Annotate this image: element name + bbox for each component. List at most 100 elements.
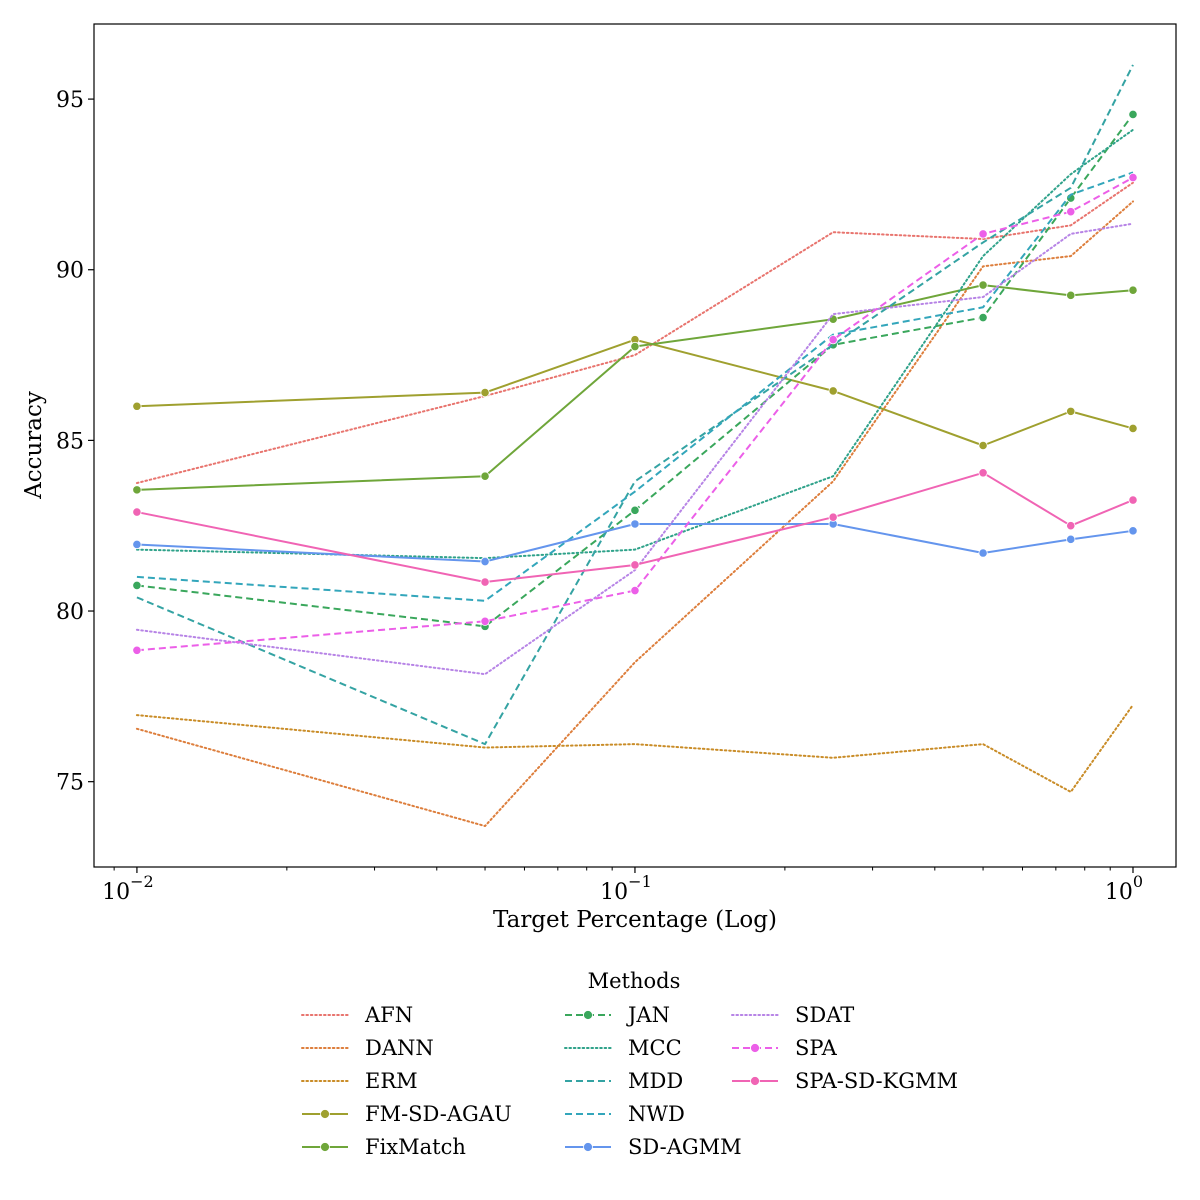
data-point-sd-agmm bbox=[132, 539, 142, 550]
data-point-fm-sd-agau bbox=[1128, 423, 1138, 434]
data-point-fixmatch bbox=[132, 485, 142, 495]
data-point-jan bbox=[1128, 109, 1138, 120]
series-line-erm bbox=[135, 703, 1134, 793]
data-point-spa-sd-kgmm bbox=[828, 512, 838, 522]
legend-item-jan: JAN bbox=[565, 1003, 670, 1027]
data-point-spa bbox=[630, 585, 640, 596]
legend-marker bbox=[750, 1043, 760, 1053]
data-point-fm-sd-agau bbox=[978, 440, 988, 451]
data-point-spa-sd-kgmm bbox=[978, 468, 988, 478]
data-point-spa-sd-kgmm bbox=[132, 507, 142, 517]
legend-item-spa-sd-kgmm: SPA-SD-KGMM bbox=[732, 1069, 958, 1093]
y-tick-label: 90 bbox=[56, 259, 84, 284]
series-erm bbox=[135, 703, 1134, 793]
legend-label: FM-SD-AGAU bbox=[365, 1102, 512, 1126]
series-line-afn bbox=[135, 181, 1134, 485]
legend-marker bbox=[320, 1109, 330, 1119]
legend-label: MDD bbox=[628, 1069, 683, 1093]
series-nwd bbox=[136, 171, 1134, 602]
x-tick-label: 100 bbox=[1105, 872, 1143, 905]
data-point-spa bbox=[480, 616, 490, 626]
series-sdat bbox=[135, 222, 1134, 676]
legend-label: SPA bbox=[795, 1036, 838, 1060]
data-point-spa-sd-kgmm bbox=[480, 577, 490, 587]
data-point-spa bbox=[1066, 207, 1076, 217]
series-line-nwd bbox=[136, 171, 1134, 602]
series-fixmatch bbox=[132, 280, 1138, 495]
data-point-sd-agmm bbox=[1128, 526, 1138, 536]
y-axis-label: Accuracy bbox=[21, 391, 47, 500]
series-sd-agmm bbox=[132, 519, 1138, 567]
legend-marker bbox=[583, 1142, 593, 1152]
legend-item-nwd: NWD bbox=[565, 1102, 685, 1126]
legend-item-dann: DANN bbox=[301, 1036, 434, 1060]
data-point-sd-agmm bbox=[978, 548, 988, 558]
data-point-sd-agmm bbox=[480, 556, 490, 567]
data-point-spa-sd-kgmm bbox=[630, 560, 640, 570]
series-layer bbox=[132, 64, 1138, 828]
y-tick-label: 75 bbox=[56, 771, 84, 796]
data-point-fixmatch bbox=[1128, 285, 1138, 295]
data-point-fixmatch bbox=[978, 280, 988, 290]
data-point-spa bbox=[132, 645, 142, 655]
legend-item-fm-sd-agau: FM-SD-AGAU bbox=[302, 1102, 512, 1126]
x-tick-exponent: −2 bbox=[130, 872, 154, 891]
series-line-mdd bbox=[136, 64, 1134, 746]
x-tick-label: 10−1 bbox=[600, 872, 652, 905]
data-point-spa bbox=[1128, 172, 1138, 183]
legend-item-mdd: MDD bbox=[565, 1069, 683, 1093]
y-tick-label: 80 bbox=[56, 600, 84, 625]
plot-frame bbox=[93, 23, 1177, 868]
legend-item-erm: ERM bbox=[301, 1069, 418, 1093]
series-fm-sd-agau bbox=[132, 335, 1138, 451]
data-point-jan bbox=[630, 505, 640, 515]
series-spa bbox=[132, 172, 1138, 655]
x-tick-label: 10−2 bbox=[102, 872, 154, 905]
x-tick-exponent: −1 bbox=[628, 872, 652, 891]
x-tick-base: 10 bbox=[102, 880, 130, 905]
series-afn bbox=[135, 181, 1134, 485]
data-point-fm-sd-agau bbox=[828, 386, 838, 396]
series-line-sdat bbox=[135, 222, 1134, 676]
data-point-fixmatch bbox=[630, 341, 640, 352]
series-line-spa bbox=[136, 176, 1134, 652]
data-point-spa-sd-kgmm bbox=[1128, 495, 1138, 505]
y-tick-label: 95 bbox=[56, 88, 84, 113]
data-point-spa bbox=[978, 229, 988, 239]
series-mdd bbox=[136, 64, 1134, 746]
x-tick-base: 10 bbox=[600, 880, 628, 905]
data-point-fixmatch bbox=[480, 471, 490, 481]
legend-title: Methods bbox=[588, 969, 681, 993]
data-point-spa bbox=[828, 335, 838, 345]
data-point-sd-agmm bbox=[630, 519, 640, 529]
data-point-fm-sd-agau bbox=[1066, 406, 1076, 416]
legend-item-mcc: MCC bbox=[564, 1036, 682, 1060]
legend-label: FixMatch bbox=[365, 1135, 466, 1159]
data-point-fm-sd-agau bbox=[132, 401, 142, 411]
data-point-jan bbox=[132, 580, 142, 591]
legend-label: AFN bbox=[364, 1003, 413, 1027]
legend-label: JAN bbox=[626, 1003, 670, 1027]
legend-item-spa: SPA bbox=[732, 1036, 838, 1060]
legend-label: DANN bbox=[365, 1036, 434, 1060]
series-spa-sd-kgmm bbox=[132, 468, 1138, 587]
legend-marker bbox=[583, 1010, 593, 1020]
legend-marker bbox=[750, 1076, 760, 1086]
x-tick-exponent: 0 bbox=[1133, 872, 1143, 891]
x-axis-label: Target Percentage (Log) bbox=[493, 907, 777, 933]
x-tick-base: 10 bbox=[1105, 880, 1133, 905]
series-dann bbox=[135, 200, 1134, 828]
legend: Methods AFN DANN ERM FM-SD-AGAU FixMatch JAN M… bbox=[301, 969, 958, 1159]
y-tick-label: 85 bbox=[56, 429, 84, 454]
legend-label: SPA-SD-KGMM bbox=[795, 1069, 958, 1093]
legend-label: NWD bbox=[628, 1102, 685, 1126]
legend-label: MCC bbox=[628, 1036, 682, 1060]
legend-item-sdat: SDAT bbox=[731, 1003, 854, 1027]
data-point-spa-sd-kgmm bbox=[1066, 521, 1076, 531]
data-point-fixmatch bbox=[1066, 290, 1076, 300]
legend-item-afn: AFN bbox=[301, 1003, 413, 1027]
legend-marker bbox=[320, 1142, 330, 1152]
